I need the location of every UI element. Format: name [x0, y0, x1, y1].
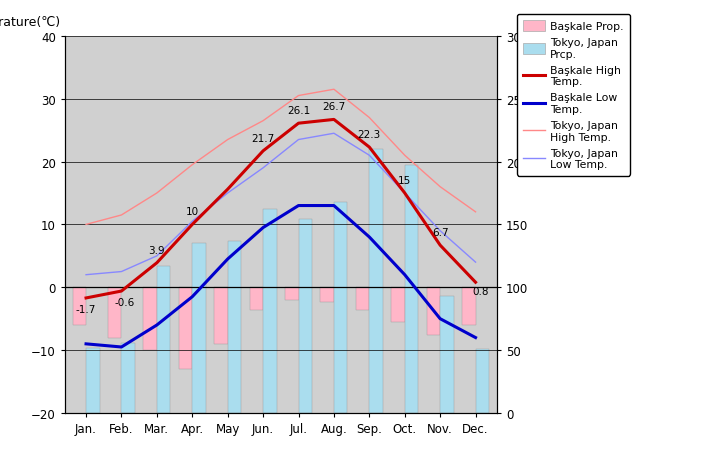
Text: 21.7: 21.7: [251, 134, 275, 143]
Bar: [334, 202, 347, 413]
Bar: [73, 288, 86, 325]
Y-axis label: Temperature(℃): Temperature(℃): [0, 16, 60, 29]
Bar: [391, 288, 405, 323]
Bar: [405, 166, 418, 413]
Text: 22.3: 22.3: [358, 129, 381, 140]
Bar: [122, 343, 135, 413]
Bar: [250, 288, 263, 310]
Text: 0.8: 0.8: [472, 286, 489, 297]
Bar: [143, 288, 157, 350]
Bar: [215, 288, 228, 344]
Bar: [157, 266, 171, 413]
Bar: [356, 288, 369, 310]
Text: 3.9: 3.9: [148, 245, 165, 255]
Legend: Başkale Prop., Tokyo, Japan
Prcp., Başkale High
Temp., Başkale Low
Temp., Tokyo,: Başkale Prop., Tokyo, Japan Prcp., Başka…: [517, 15, 630, 176]
Bar: [427, 288, 440, 336]
Bar: [299, 220, 312, 413]
Text: -0.6: -0.6: [115, 297, 135, 307]
Text: 10: 10: [186, 207, 199, 217]
Text: -1.7: -1.7: [76, 304, 96, 314]
Bar: [320, 288, 334, 302]
Y-axis label: Precipitation(mm): Precipitation(mm): [518, 22, 631, 34]
Bar: [179, 288, 192, 369]
Text: 6.7: 6.7: [432, 228, 449, 237]
Bar: [228, 241, 241, 413]
Bar: [192, 244, 206, 413]
Text: 15: 15: [398, 175, 411, 185]
Text: 26.1: 26.1: [287, 106, 310, 116]
Bar: [440, 297, 454, 413]
Bar: [369, 150, 383, 413]
Bar: [86, 348, 99, 413]
Bar: [263, 210, 276, 413]
Bar: [285, 288, 299, 300]
Bar: [475, 349, 489, 413]
Bar: [462, 288, 475, 325]
Text: 26.7: 26.7: [323, 102, 346, 112]
Bar: [108, 288, 122, 338]
